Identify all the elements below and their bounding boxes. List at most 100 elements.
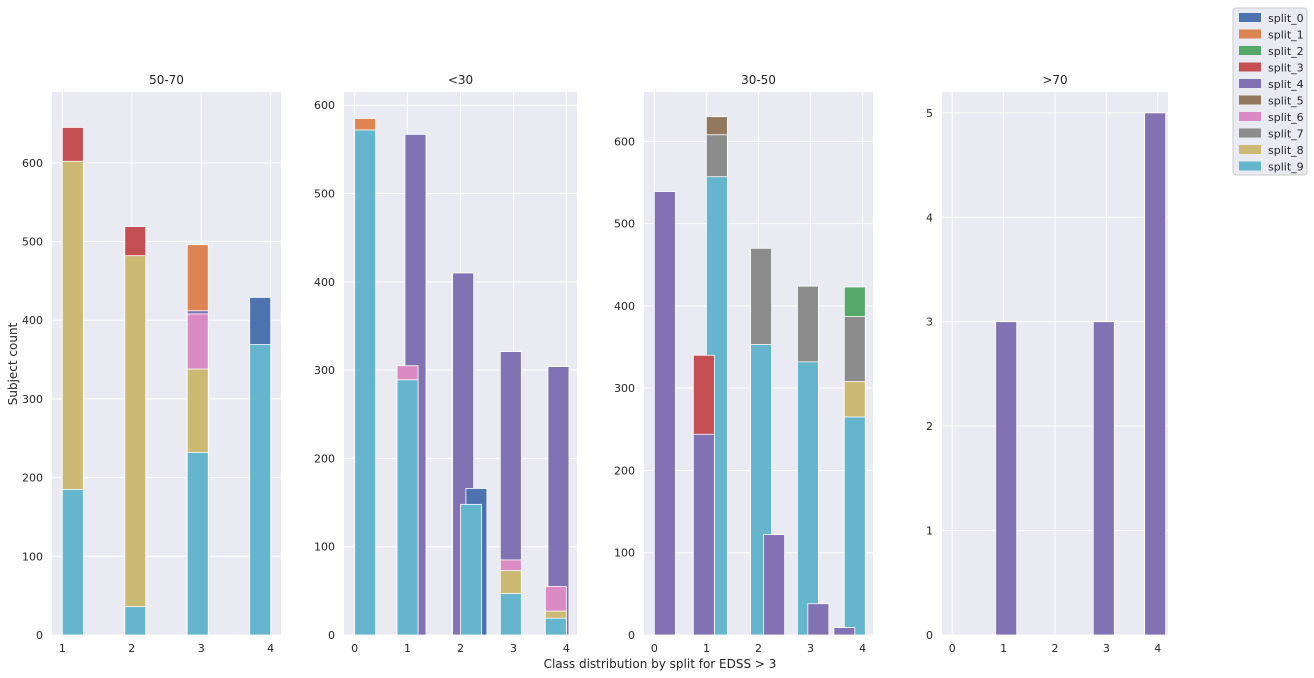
legend-swatch-split_9 [1239, 161, 1261, 171]
legend-swatch-split_8 [1239, 145, 1261, 154]
legend-label-split_5: split_5 [1268, 95, 1304, 108]
legend-swatch-split_2 [1239, 46, 1261, 55]
subplot-4: 0 1 2 3 4 5 0 1 2 3 4 >70 [926, 73, 1168, 655]
x-tick-label: 3 [1103, 642, 1110, 655]
x-tick-label: 1 [59, 642, 66, 655]
y-tick-label: 1 [926, 525, 933, 538]
y-tick-label: 4 [926, 211, 933, 224]
bar-split_4 [692, 433, 715, 636]
y-axis-title: Subject count [6, 322, 20, 405]
y-tick-label: 0 [36, 629, 43, 642]
x-tick-label: 0 [651, 642, 658, 655]
legend: split_0 split_1 split_2 split_3 split_4split… [1232, 7, 1308, 176]
legend-label-split_1: split_1 [1268, 29, 1304, 42]
y-tick-label: 100 [22, 550, 43, 563]
bar-split_9 [186, 452, 209, 636]
bar-split_9 [460, 503, 482, 636]
bar-split_9 [544, 617, 567, 636]
y-tick-label: 100 [614, 547, 635, 560]
bar-split_4 [995, 321, 1018, 636]
y-tick-label: 600 [314, 99, 335, 112]
x-tick-label: 3 [510, 642, 517, 655]
y-tick-label: 500 [314, 188, 335, 201]
y-tick-label: 300 [314, 364, 335, 377]
legend-swatch-split_0 [1239, 13, 1261, 22]
x-tick-label: 4 [859, 642, 866, 655]
x-tick-label: 2 [755, 642, 762, 655]
x-axis-title: Class distribution by split for EDSS > 3 [544, 657, 777, 671]
y-tick-label: 400 [314, 276, 335, 289]
legend-label-split_0: split_0 [1268, 12, 1304, 25]
bar-split_4 [1092, 321, 1115, 636]
legend-swatch-split_5 [1239, 95, 1261, 105]
bar-split_4 [1144, 112, 1167, 636]
bar-split_8 [124, 255, 147, 636]
plot-background [52, 92, 281, 635]
legend-label-split_4: split_4 [1268, 78, 1304, 91]
legend-swatch-split_7 [1239, 128, 1261, 138]
legend-label-split_7: split_7 [1268, 128, 1304, 141]
y-tick-label: 200 [22, 472, 43, 485]
y-tick-label: 300 [22, 393, 43, 406]
legend-swatch-split_6 [1239, 112, 1261, 121]
bar-split_9 [396, 379, 419, 636]
legend-label-split_6: split_6 [1268, 111, 1304, 124]
subplot-1: 0 100 200 300 400 500 600 1 2 3 4 50-70 [22, 73, 281, 655]
y-tick-label: 100 [314, 541, 335, 554]
bar-split_9 [354, 129, 377, 636]
bar-split_9 [499, 593, 522, 636]
legend-swatch-split_4 [1239, 79, 1261, 88]
x-tick-label: 0 [949, 642, 956, 655]
x-tick-label: 2 [457, 642, 464, 655]
y-tick-label: 200 [314, 452, 335, 465]
subplot-3: 0 100 200 300 400 500 600 0 1 2 3 4 30-50 [614, 73, 873, 655]
subplot-title: 50-70 [149, 73, 184, 87]
legend-label-split_3: split_3 [1268, 62, 1304, 75]
x-tick-label: 0 [351, 642, 358, 655]
y-tick-label: 500 [22, 236, 43, 249]
x-tick-label: 4 [267, 642, 274, 655]
bar-split_9 [249, 344, 272, 636]
y-tick-label: 200 [614, 464, 635, 477]
y-tick-label: 0 [328, 629, 335, 642]
x-tick-label: 2 [128, 642, 135, 655]
y-tick-label: 400 [614, 300, 635, 313]
bar-split_9 [797, 361, 819, 636]
bar-split_9 [124, 606, 147, 636]
y-tick-label: 0 [628, 629, 635, 642]
bar-split_4 [763, 534, 786, 636]
x-tick-label: 1 [703, 642, 710, 655]
subplot-title: 30-50 [741, 73, 776, 87]
subplot-title: <30 [448, 73, 473, 87]
x-tick-label: 1 [1000, 642, 1007, 655]
legend-label-split_9: split_9 [1268, 161, 1304, 174]
legend-swatch-split_3 [1239, 62, 1261, 72]
y-tick-label: 600 [614, 135, 635, 148]
bar-split_4 [653, 191, 676, 636]
x-tick-label: 2 [1052, 642, 1059, 655]
bar-split_9 [61, 489, 84, 636]
x-tick-label: 3 [198, 642, 205, 655]
subplot-2: 0 100 200 300 400 500 600 0 1 2 3 4 <30 [314, 73, 577, 655]
bar-split_4 [807, 603, 830, 636]
y-tick-label: 400 [22, 314, 43, 327]
y-tick-label: 2 [926, 420, 933, 433]
bar-split_9 [843, 416, 866, 636]
x-tick-label: 4 [563, 642, 570, 655]
y-tick-label: 500 [614, 218, 635, 231]
y-tick-label: 5 [926, 107, 933, 120]
subplot-title: >70 [1042, 73, 1067, 87]
y-tick-label: 0 [926, 629, 933, 642]
legend-label-split_8: split_8 [1268, 144, 1304, 157]
legend-swatch-split_1 [1239, 29, 1261, 39]
x-tick-label: 4 [1154, 642, 1161, 655]
x-tick-label: 1 [404, 642, 411, 655]
y-tick-label: 300 [614, 382, 635, 395]
bar-split_4 [833, 627, 856, 636]
legend-label-split_2: split_2 [1268, 45, 1304, 58]
y-tick-label: 600 [22, 157, 43, 170]
x-tick-label: 3 [807, 642, 814, 655]
y-tick-label: 3 [926, 316, 933, 329]
